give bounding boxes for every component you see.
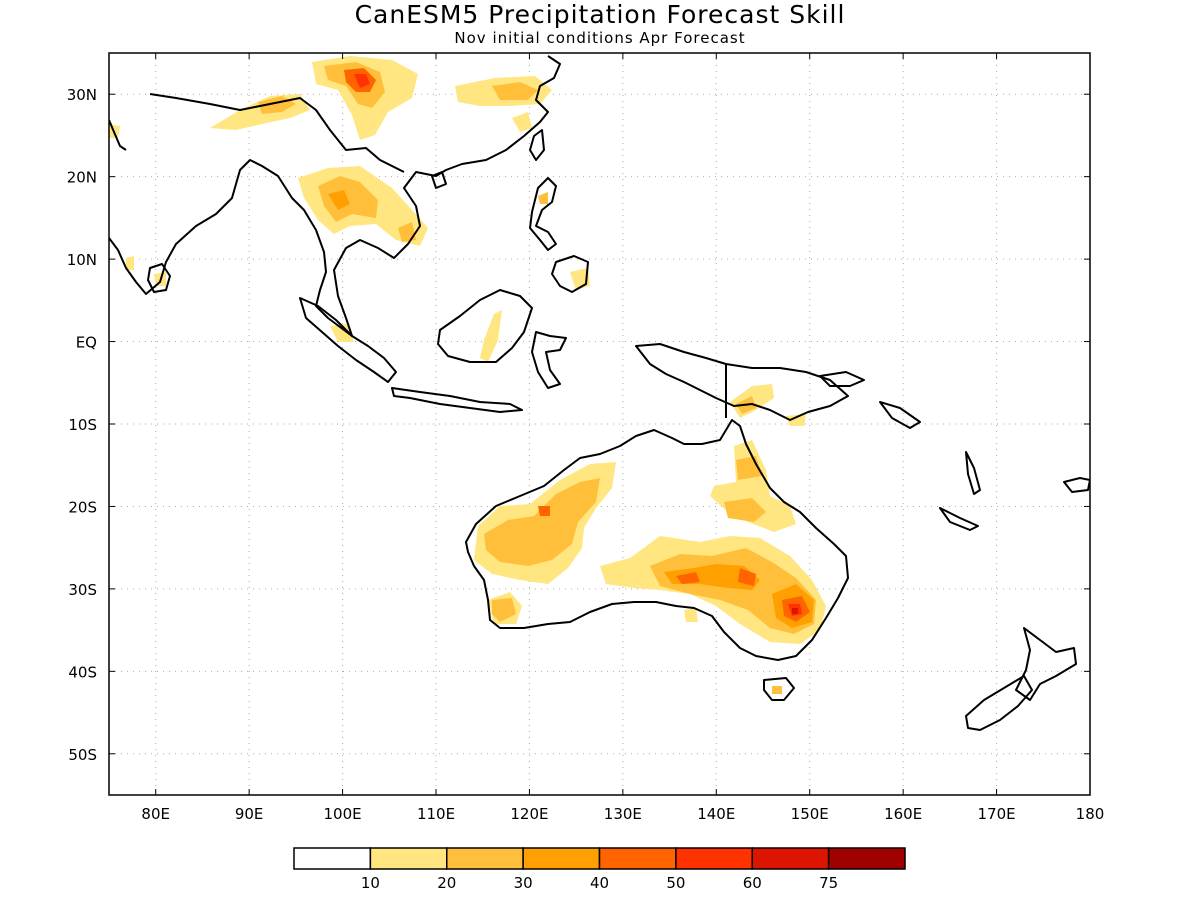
coastline-sumatra <box>299 297 397 383</box>
lon-tick-label: 100E <box>324 805 362 823</box>
skill-region-nw-australia-core <box>484 478 600 566</box>
colorbar: 10 20 30 40 50 60 75 <box>293 847 906 892</box>
lon-tick-label: 170E <box>978 805 1016 823</box>
coastline-taiwan <box>529 129 545 161</box>
plot-frame <box>108 52 1091 796</box>
coastline-new-caledonia <box>939 507 979 531</box>
colorbar-swatch <box>827 847 906 870</box>
coastline-nz-south <box>965 675 1033 731</box>
lon-tick-label: 130E <box>604 805 642 823</box>
colorbar-label: 75 <box>819 874 838 892</box>
lat-tick-label: EQ <box>76 334 97 352</box>
coastlines <box>109 55 1090 731</box>
lat-tick-label: 40S <box>68 663 97 681</box>
lon-tick-label: 80E <box>141 805 170 823</box>
skill-shading <box>109 56 826 694</box>
coastline-china-tibet <box>149 93 405 173</box>
coastline-philippines-luzon <box>529 177 557 251</box>
skill-region-east-china-2 <box>512 112 532 132</box>
lat-tick-label: 20S <box>68 498 97 516</box>
colorbar-label: 10 <box>361 874 380 892</box>
coastline-hainan <box>431 171 447 189</box>
lat-tick-label: 50S <box>68 746 97 764</box>
skill-region-borneo <box>480 310 502 362</box>
coastline-vanuatu <box>965 451 981 495</box>
lat-tick-label: 10S <box>68 416 97 434</box>
skill-region-nsw-max <box>792 608 798 614</box>
chart-title: CanESM5 Precipitation Forecast Skill <box>354 0 846 29</box>
lat-tick-label: 30S <box>68 581 97 599</box>
coastline-tasmania <box>763 677 795 701</box>
coastline-new-britain <box>819 371 865 387</box>
longitude-tick-labels: 80E 90E 100E 110E 120E 130E 140E 150E 160E 170E 18… <box>141 805 1104 823</box>
colorbar-swatch <box>751 847 830 870</box>
coastline-sulawesi <box>531 331 567 389</box>
colorbar-label: 30 <box>514 874 533 892</box>
colorbar-swatch <box>675 847 753 870</box>
colorbar-label: 40 <box>590 874 609 892</box>
colorbar-swatch <box>598 847 677 870</box>
colorbar-swatch <box>293 847 372 870</box>
skill-region-png-east <box>786 414 806 426</box>
lon-tick-label: 180 <box>1076 805 1105 823</box>
skill-region-tasmania <box>772 686 782 694</box>
chart-subtitle: Nov initial conditions Apr Forecast <box>454 29 746 47</box>
coastline-java <box>391 387 523 413</box>
skill-region-sw-australia-core <box>492 598 516 622</box>
skill-region-bight <box>684 608 698 622</box>
lon-tick-label: 140E <box>697 805 735 823</box>
lon-tick-label: 160E <box>884 805 922 823</box>
axis-ticks <box>109 53 1091 795</box>
skill-region-philippines <box>538 192 548 204</box>
skill-region-east-china-core <box>492 82 538 100</box>
skill-region-qld-core <box>724 498 766 522</box>
lon-tick-label: 90E <box>235 805 264 823</box>
skill-region-se-australia-40b <box>738 568 756 586</box>
colorbar-label: 20 <box>437 874 456 892</box>
colorbar-swatch <box>446 847 524 870</box>
coastline-sri-lanka <box>147 263 171 293</box>
colorbar-label: 50 <box>666 874 685 892</box>
skill-region-se-australia-40 <box>676 572 700 584</box>
skill-region-se-australia-30 <box>664 564 760 590</box>
lon-tick-label: 110E <box>417 805 455 823</box>
coastline-fiji <box>1063 477 1090 493</box>
coastline-new-guinea <box>635 343 849 421</box>
coastline-india-west <box>109 119 127 151</box>
colorbar-swatch <box>522 847 601 870</box>
coastline-borneo <box>437 289 533 363</box>
skill-region-nw-australia-peak <box>538 506 550 516</box>
coastline-nz-north <box>1015 627 1077 701</box>
lat-tick-label: 20N <box>67 169 97 187</box>
skill-region-indochina-core <box>318 176 378 222</box>
skill-region-china-top <box>354 74 370 88</box>
lon-tick-label: 150E <box>791 805 829 823</box>
latitude-tick-labels: 30N 20N 10N EQ 10S 20S 30S 40S 50S <box>67 86 97 764</box>
colorbar-swatch <box>369 847 448 870</box>
lat-tick-label: 30N <box>67 86 97 104</box>
skill-region-sumatra <box>330 324 354 342</box>
colorbar-label: 60 <box>743 874 762 892</box>
skill-region-india-south <box>126 256 134 270</box>
lat-tick-label: 10N <box>67 251 97 269</box>
skill-region-indochina-peak <box>328 190 350 210</box>
lon-tick-label: 120E <box>510 805 548 823</box>
gridlines <box>109 53 1090 795</box>
coastline-philippines-mindanao <box>551 255 589 293</box>
coastline-solomons <box>879 401 921 429</box>
coastline-australia <box>465 419 849 661</box>
coastline-asia-mainland <box>109 55 561 337</box>
